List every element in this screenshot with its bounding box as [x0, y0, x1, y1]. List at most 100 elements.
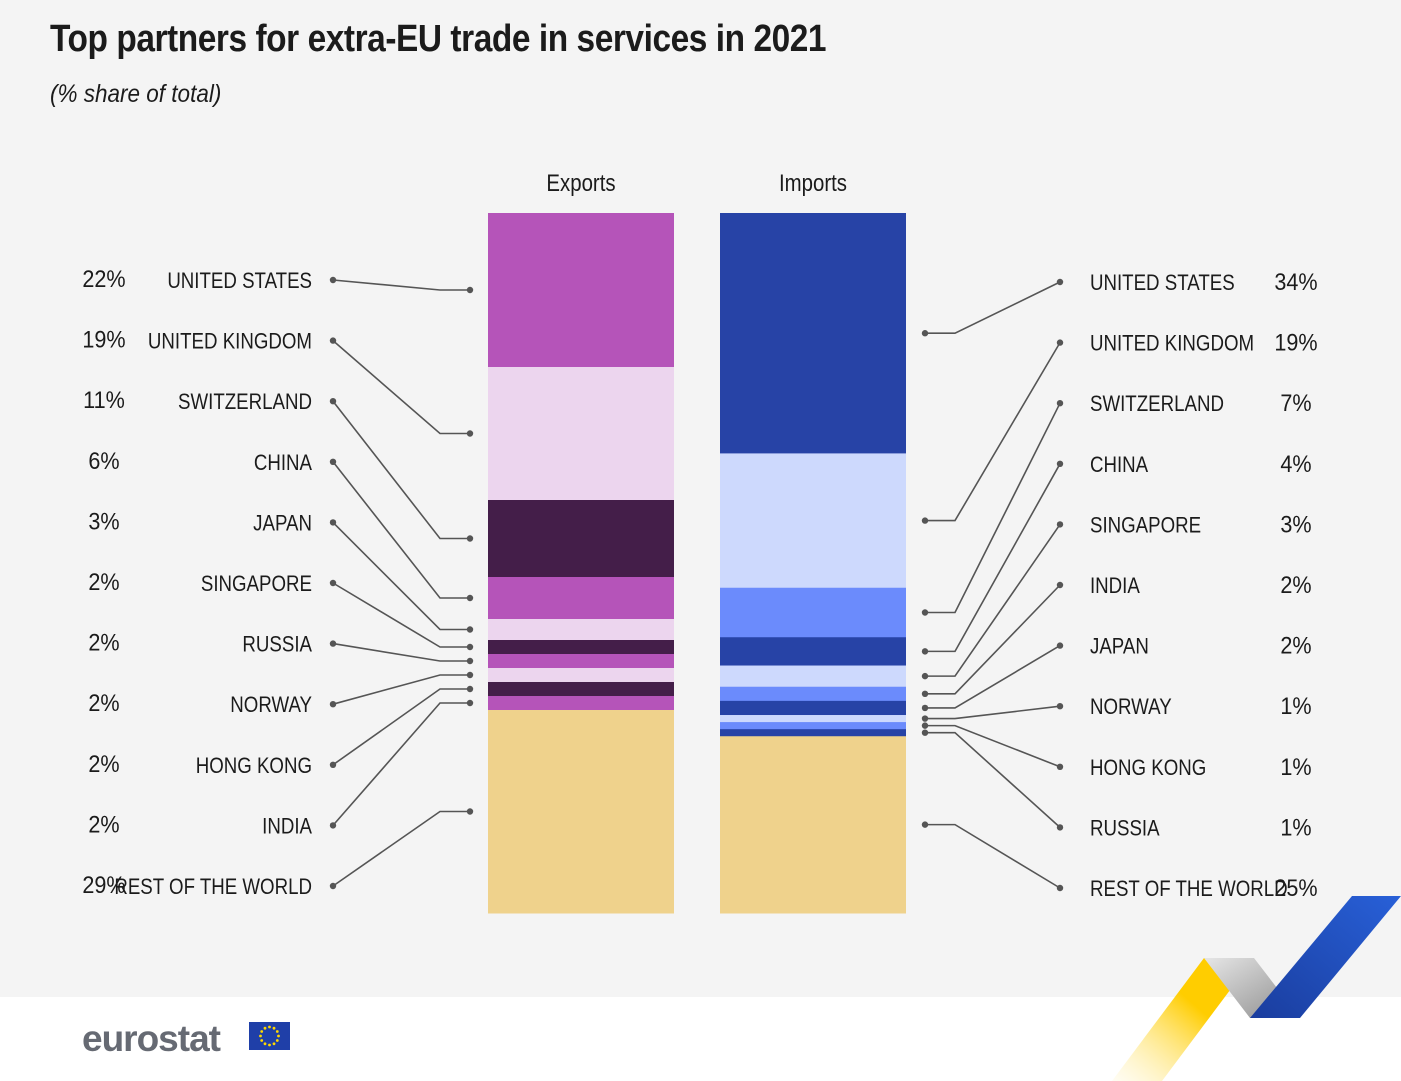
leader-dot-exports-switzerland	[329, 398, 337, 405]
partner-label-imports-russia: RUSSIA	[1090, 817, 1160, 841]
bar-segment-exports-switzerland	[488, 500, 674, 578]
partner-label-imports-japan: JAPAN	[1090, 635, 1149, 659]
bar-segment-exports-russia	[488, 654, 674, 669]
value-label-exports-norway: 2%	[88, 689, 119, 716]
leader-dot-imports-india	[1056, 581, 1064, 589]
bar-segment-imports-russia	[720, 729, 906, 737]
value-label-imports-switzerland: 7%	[1280, 389, 1311, 416]
leader-line-exports-hong-kong	[332, 688, 470, 766]
leader-dot-imports-china	[1056, 460, 1064, 467]
partner-label-imports-rest-of-the-world: REST OF THE WORLD	[1090, 878, 1288, 902]
bar-segment-exports-japan	[488, 619, 674, 641]
leader-end-exports-russia	[466, 657, 474, 665]
leader-end-exports-united-states	[466, 286, 474, 294]
chart-title: Top partners for extra-EU trade in servi…	[50, 18, 827, 60]
bar-segment-exports-singapore	[488, 640, 674, 655]
bar-segment-exports-hong-kong	[488, 682, 674, 697]
leader-line-imports-japan	[925, 644, 1061, 709]
bar-segment-imports-norway	[720, 715, 906, 723]
value-label-exports-hong-kong: 2%	[88, 750, 119, 777]
bar-segment-exports-china	[488, 577, 674, 620]
partner-label-exports-japan: JAPAN	[253, 512, 312, 536]
leader-dot-exports-hong-kong	[329, 761, 337, 768]
value-label-exports-russia: 2%	[88, 629, 119, 656]
leader-end-exports-singapore	[466, 643, 474, 651]
partner-label-imports-singapore: SINGAPORE	[1090, 514, 1201, 538]
bar-segment-imports-switzerland	[720, 587, 906, 638]
eurostat-logo-text: eurostat	[82, 1018, 221, 1059]
leader-dot-exports-india	[329, 822, 337, 829]
leader-dot-imports-singapore	[1056, 521, 1064, 528]
leader-dot-exports-singapore	[329, 579, 337, 587]
bar-segment-imports-china	[720, 637, 906, 667]
partner-label-exports-united-kingdom: UNITED KINGDOM	[148, 330, 312, 354]
bar-segment-imports-united-states	[720, 213, 906, 454]
leader-dot-exports-russia	[329, 640, 337, 647]
leader-end-imports-hong-kong	[921, 722, 929, 729]
leader-line-imports-russia	[925, 731, 1061, 828]
leader-dot-imports-rest-of-the-world	[1056, 884, 1064, 892]
leader-dot-imports-russia	[1056, 824, 1064, 831]
value-label-imports-china: 4%	[1280, 450, 1311, 477]
leader-end-exports-japan	[466, 626, 474, 633]
bar-segment-imports-united-kingdom	[720, 453, 906, 589]
leader-dot-exports-norway	[329, 701, 337, 708]
partner-label-imports-united-kingdom: UNITED KINGDOM	[1090, 332, 1254, 356]
value-label-exports-switzerland: 11%	[83, 386, 125, 413]
leader-end-imports-russia	[921, 729, 929, 736]
leader-line-imports-india	[925, 584, 1061, 695]
value-label-exports-india: 2%	[88, 810, 119, 837]
bar-segment-imports-japan	[720, 700, 906, 716]
leader-dot-imports-hong-kong	[1056, 763, 1064, 770]
partner-label-imports-norway: NORWAY	[1090, 696, 1172, 720]
value-label-imports-rest-of-the-world: 25%	[1274, 874, 1317, 901]
partner-label-exports-norway: NORWAY	[230, 694, 312, 718]
leader-end-exports-united-kingdom	[466, 430, 474, 437]
leader-line-exports-rest-of-the-world	[332, 810, 470, 887]
leader-dot-imports-united-states	[1056, 278, 1064, 286]
leader-line-exports-united-kingdom	[332, 339, 470, 435]
leader-end-imports-singapore	[921, 672, 929, 680]
partner-label-exports-china: CHINA	[254, 451, 313, 475]
leader-line-exports-united-states	[332, 279, 470, 291]
partner-label-exports-rest-of-the-world: REST OF THE WORLD	[114, 876, 312, 900]
series-header-exports: Exports	[546, 169, 615, 196]
leader-end-exports-china	[466, 594, 474, 602]
partner-label-exports-india: INDIA	[262, 815, 312, 839]
eu-flag-icon	[249, 1022, 290, 1050]
bar-segment-exports-united-kingdom	[488, 367, 674, 501]
leader-end-imports-united-states	[921, 330, 929, 337]
value-label-exports-singapore: 2%	[88, 568, 119, 595]
leader-line-exports-china	[332, 461, 470, 599]
series-header-imports: Imports	[779, 169, 847, 196]
bar-segment-imports-india	[720, 686, 906, 702]
leader-end-exports-india	[466, 699, 474, 707]
bar-segment-exports-norway	[488, 668, 674, 683]
value-label-imports-japan: 2%	[1280, 632, 1311, 659]
bar-segment-exports-india	[488, 696, 674, 711]
bar-segment-imports-rest-of-the-world	[720, 736, 906, 914]
bar-segment-exports-united-states	[488, 213, 674, 368]
leader-line-exports-norway	[332, 674, 470, 705]
leader-line-imports-singapore	[925, 523, 1061, 677]
leader-dot-exports-japan	[329, 519, 337, 526]
partner-label-exports-united-states: UNITED STATES	[167, 270, 312, 294]
leader-dot-exports-united-states	[329, 276, 337, 284]
leader-line-imports-hong-kong	[925, 724, 1061, 768]
partner-label-imports-india: INDIA	[1090, 575, 1140, 599]
leader-end-exports-rest-of-the-world	[466, 808, 474, 815]
bar-segment-exports-rest-of-the-world	[488, 710, 674, 914]
leader-line-imports-united-states	[925, 281, 1061, 335]
leader-dot-exports-china	[329, 458, 337, 465]
leader-line-exports-india	[332, 702, 470, 826]
value-label-imports-norway: 1%	[1280, 692, 1311, 719]
partner-label-imports-united-states: UNITED STATES	[1090, 272, 1235, 296]
value-label-exports-united-states: 22%	[82, 265, 125, 292]
value-label-imports-india: 2%	[1280, 571, 1311, 598]
leader-line-exports-singapore	[332, 582, 470, 648]
leader-end-imports-japan	[921, 704, 929, 712]
leader-line-imports-united-kingdom	[925, 342, 1061, 522]
leader-end-exports-switzerland	[466, 535, 474, 542]
leader-line-exports-switzerland	[332, 400, 470, 540]
leader-dot-exports-rest-of-the-world	[329, 882, 337, 890]
